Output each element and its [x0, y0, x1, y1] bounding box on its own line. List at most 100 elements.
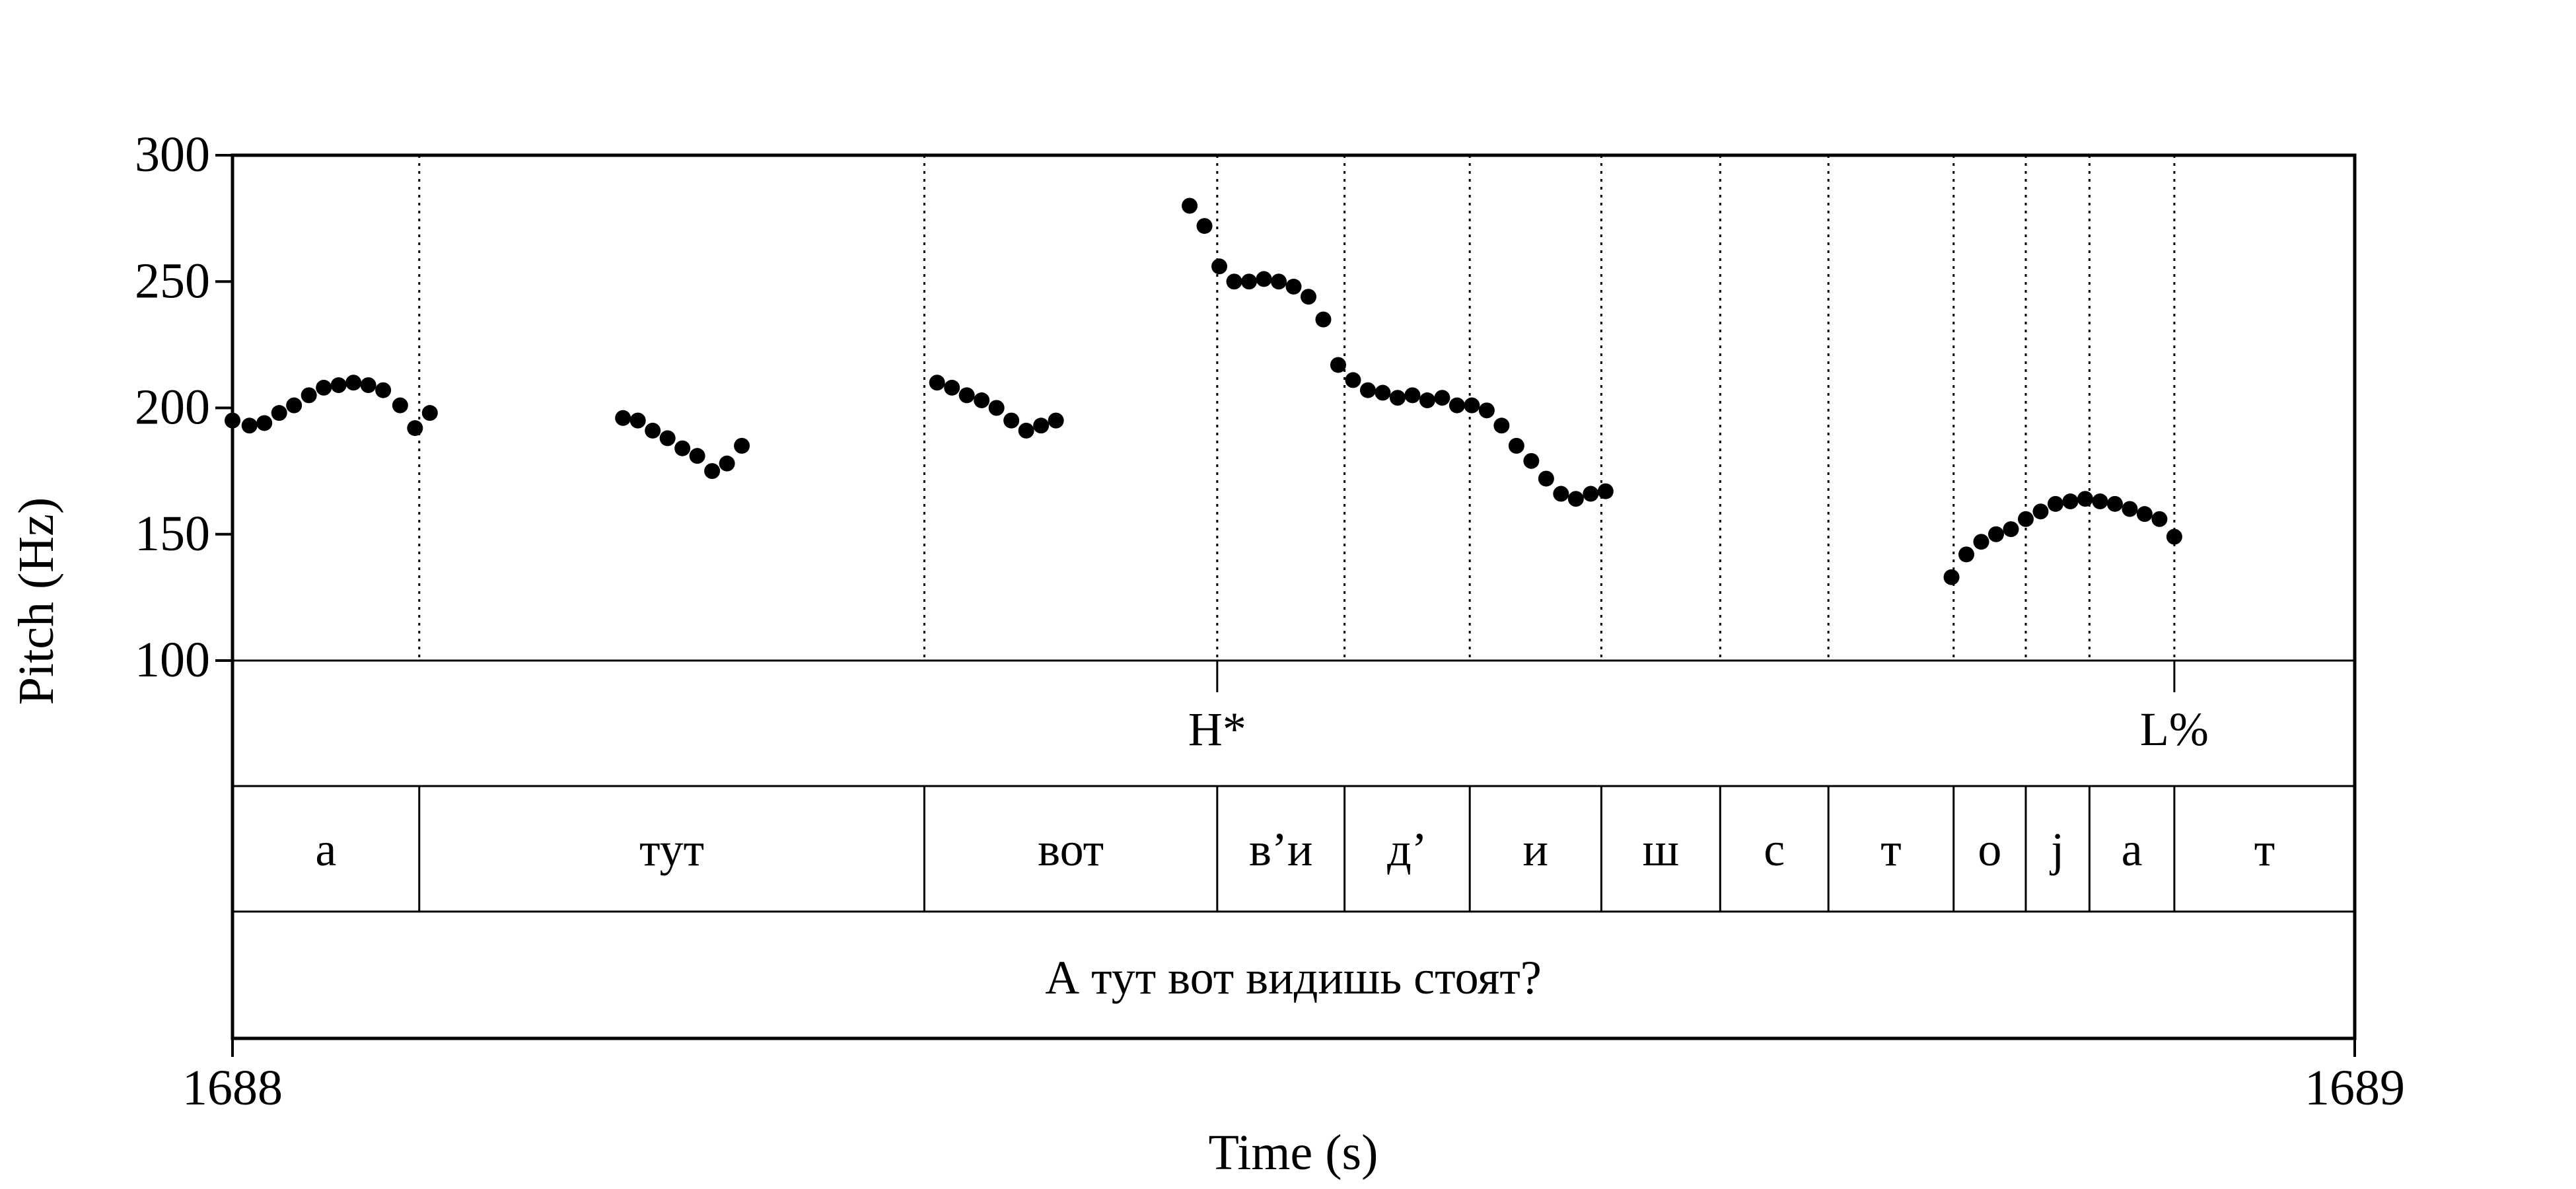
y-tick-label: 200	[135, 380, 210, 435]
pitch-point	[2077, 491, 2093, 507]
pitch-point	[2062, 493, 2079, 510]
pitch-point	[2136, 506, 2153, 522]
pitch-point	[360, 377, 376, 394]
pitch-point	[629, 412, 646, 429]
pitch-point	[1003, 412, 1020, 429]
pitch-point	[1583, 486, 1599, 502]
pitch-point	[1048, 412, 1064, 429]
pitch-point	[1553, 486, 1569, 502]
pitch-point	[1958, 546, 1975, 563]
pitch-point	[958, 387, 975, 404]
pitch-point	[1033, 417, 1050, 434]
segment-label: т	[1880, 823, 1901, 876]
pitch-point	[1345, 372, 1361, 388]
pitch-point	[2166, 528, 2182, 545]
segment-label: и	[1523, 823, 1549, 876]
y-tick-label: 300	[135, 127, 210, 182]
y-tick-label: 250	[135, 253, 210, 308]
pitch-point	[1330, 357, 1346, 373]
pitch-point	[2032, 503, 2049, 520]
x-axis-label: Time (s)	[1209, 1125, 1378, 1180]
segment-label: ш	[1643, 823, 1679, 876]
pitch-point	[1300, 289, 1316, 305]
pitch-point	[1493, 417, 1510, 434]
pitch-point	[674, 440, 691, 456]
pitch-point	[1271, 273, 1287, 290]
pitch-point	[225, 412, 240, 429]
pitch-point	[689, 448, 705, 464]
pitch-point	[1226, 273, 1242, 290]
pitch-point	[2092, 493, 2108, 510]
pitch-point	[2122, 501, 2138, 517]
y-tick-label: 100	[135, 632, 210, 688]
pitch-point	[1508, 437, 1524, 454]
pitch-point	[2003, 521, 2019, 538]
pitch-point	[1196, 218, 1213, 234]
pitch-point	[1285, 278, 1302, 295]
pitch-point	[375, 382, 392, 398]
pitch-point	[1182, 198, 1198, 214]
segment-label: д’	[1387, 823, 1427, 876]
x-tick-label-start: 1688	[182, 1060, 283, 1116]
pitch-point	[929, 375, 945, 391]
segment-label: в’и	[1249, 823, 1313, 876]
pitch-point	[1538, 470, 1554, 487]
pitch-point	[241, 417, 258, 434]
pitch-point	[659, 430, 676, 447]
pitch-point	[1375, 384, 1391, 401]
y-axis-label: Pitch (Hz)	[9, 497, 64, 705]
x-tick-label-end: 1689	[2305, 1060, 2405, 1116]
pitch-point	[1464, 397, 1480, 414]
segment-label: а	[315, 823, 336, 876]
segment-label: тут	[639, 823, 704, 876]
pitch-point	[330, 377, 347, 394]
pitch-point	[1597, 483, 1614, 499]
tone-label: H*	[1188, 703, 1246, 756]
chart-frame	[215, 153, 2357, 1057]
pitch-point	[301, 387, 317, 404]
pitch-point	[1315, 311, 1332, 328]
pitch-point	[1478, 402, 1495, 419]
plot-border	[231, 153, 2357, 1040]
pitch-point	[2106, 495, 2123, 512]
pitch-point	[2151, 511, 2168, 527]
segment-label: а	[2122, 823, 2143, 876]
pitch-point	[1943, 569, 1960, 585]
pitch-point	[392, 397, 408, 414]
segment-label: т	[2254, 823, 2275, 876]
pitch-point	[719, 455, 735, 472]
pitch-point	[1523, 452, 1540, 469]
pitch-points	[225, 198, 2182, 585]
pitch-point	[256, 415, 273, 431]
pitch-point	[345, 375, 362, 391]
pitch-point	[1211, 258, 1228, 275]
pitch-point	[1241, 273, 1258, 290]
pitch-point	[316, 379, 332, 396]
pitch-point	[407, 420, 423, 437]
pitch-point	[1256, 271, 1272, 287]
segment-label: с	[1764, 823, 1785, 876]
pitch-point	[1449, 397, 1465, 414]
pitch-point	[1018, 422, 1034, 439]
pitch-point	[1419, 392, 1435, 409]
pitch-point	[1434, 390, 1450, 406]
segment-label: вот	[1038, 823, 1104, 876]
pitch-point	[1988, 526, 2005, 542]
y-tick-label: 150	[135, 506, 210, 561]
pitch-point	[1389, 390, 1406, 406]
pitch-point	[734, 437, 750, 454]
pitch-point	[645, 422, 661, 439]
pitch-point	[421, 405, 438, 421]
pitch-point	[1404, 387, 1421, 404]
pitch-point	[974, 392, 990, 409]
pitch-point	[944, 379, 960, 396]
pitch-point	[2047, 495, 2063, 512]
pitch-point	[1973, 534, 1989, 550]
tone-label: L%	[2140, 703, 2209, 756]
pitch-point	[2017, 511, 2034, 527]
pitch-point	[1359, 382, 1376, 398]
pitch-point	[615, 410, 631, 426]
pitch-point	[271, 405, 287, 421]
pitch-point	[704, 463, 721, 480]
